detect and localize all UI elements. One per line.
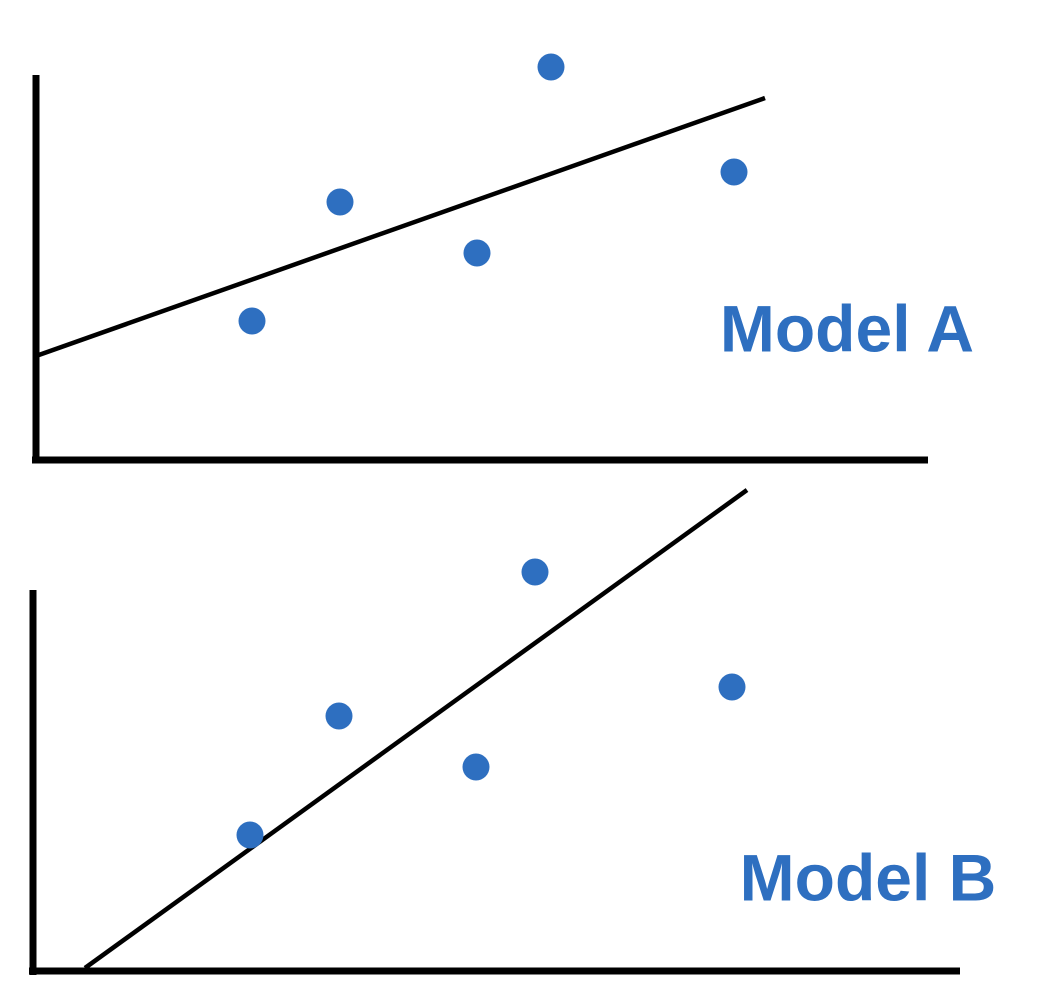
point xyxy=(325,702,353,730)
panel-a: Model A xyxy=(32,53,974,464)
point xyxy=(238,307,266,335)
fit-line xyxy=(35,95,766,359)
point xyxy=(236,821,264,849)
panel-label: Model B xyxy=(740,840,997,914)
point xyxy=(718,673,746,701)
panel-b: Model B xyxy=(29,488,997,975)
point xyxy=(521,558,549,586)
point xyxy=(463,239,491,267)
fit-line xyxy=(83,488,749,970)
point xyxy=(462,753,490,781)
point xyxy=(537,53,565,81)
point xyxy=(720,158,748,186)
point xyxy=(326,188,354,216)
panel-label: Model A xyxy=(720,291,974,365)
